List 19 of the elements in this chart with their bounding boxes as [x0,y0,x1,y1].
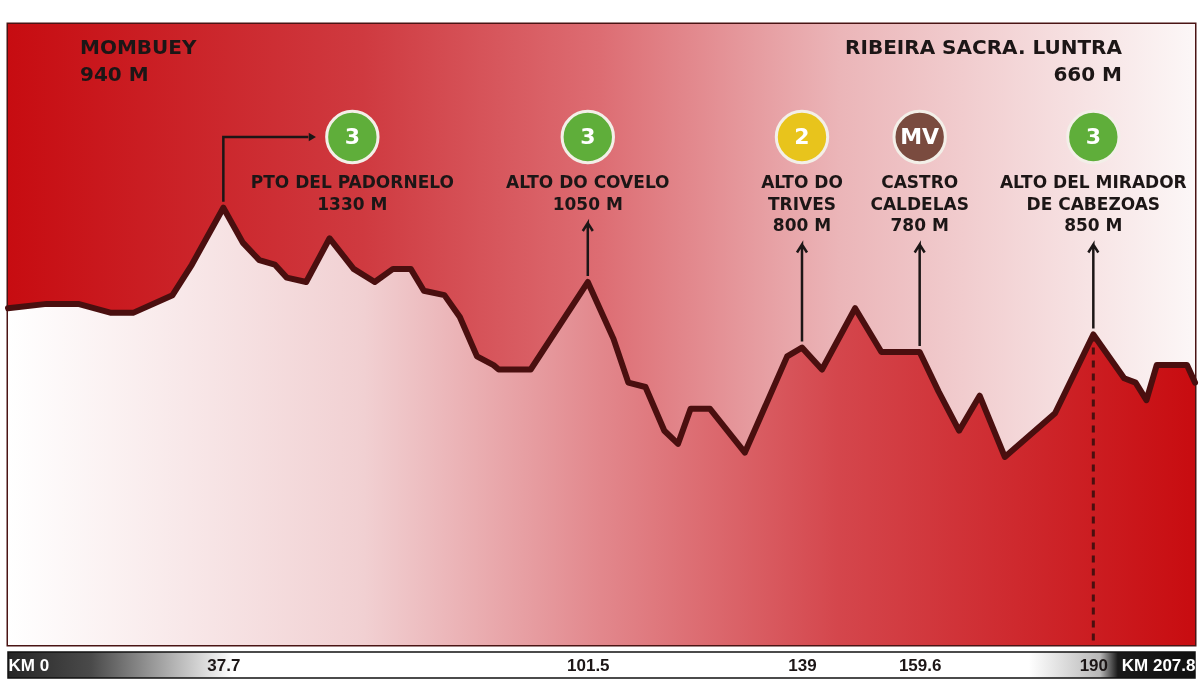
x-tick-label: 101.5 [567,655,610,675]
text: 2 [794,124,810,149]
text: 3 [1085,124,1101,149]
annotation: ALTO DO COVELO 1050 M [506,172,670,214]
annotation: ALTO DO TRIVES 800 M [761,172,843,235]
x-tick-label: KM 0 [8,655,50,675]
text: MOMBUEY 940 M [80,35,197,86]
text: 3 [580,124,596,149]
x-tick-label: 37.7 [207,655,241,675]
annotation: ALTO DEL MIRADOR DE CABEZOAS 850 M [999,172,1187,235]
x-tick-label: 139 [788,655,817,675]
text: MV [900,124,940,149]
text: 3 [344,124,361,149]
annotation: CASTRO CALDELAS 780 M [870,172,969,235]
text: RIBEIRA SACRA. LUNTRA 660 M [845,35,1123,86]
x-tick-label: KM 207.8 [1121,655,1196,675]
annotation: PTO DEL PADORNELO 1330 M [250,172,454,214]
x-tick-label: 190 [1079,655,1109,675]
x-tick-label: 159.6 [898,655,942,675]
